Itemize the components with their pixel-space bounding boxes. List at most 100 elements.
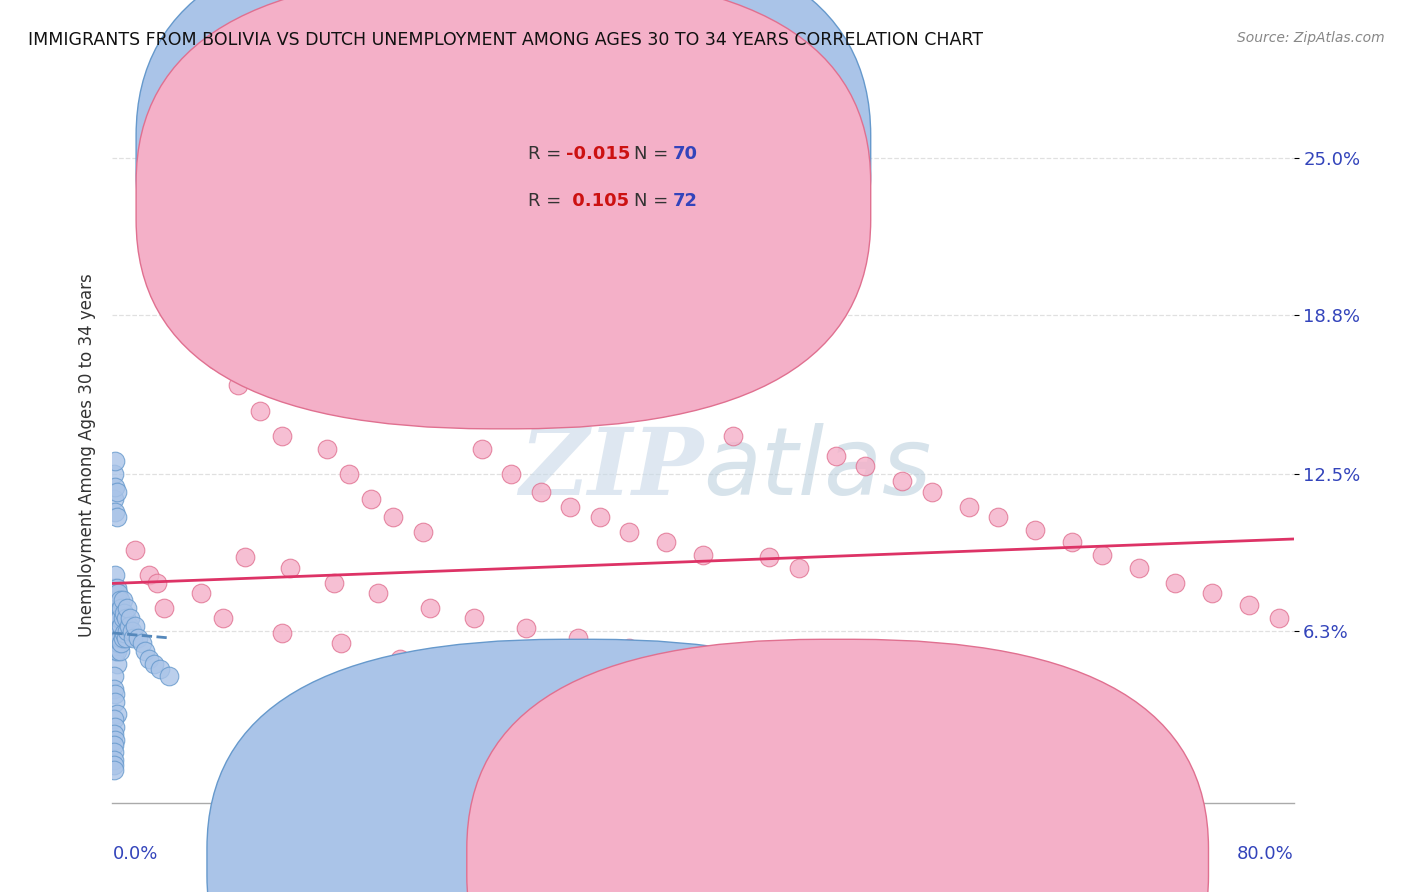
- Point: [337, 467, 360, 481]
- Point: [323, 575, 346, 590]
- Point: [104, 606, 127, 620]
- FancyBboxPatch shape: [136, 0, 870, 382]
- Point: [470, 442, 494, 456]
- Point: [1062, 535, 1084, 549]
- Point: [980, 712, 1002, 726]
- Point: [271, 626, 294, 640]
- Point: [104, 687, 127, 701]
- Point: [107, 636, 129, 650]
- Point: [330, 636, 353, 650]
- Point: [103, 745, 125, 759]
- Point: [104, 732, 127, 747]
- Point: [721, 662, 744, 676]
- Point: [114, 632, 136, 646]
- Point: [104, 479, 127, 493]
- Point: [619, 525, 641, 540]
- Text: 0.105: 0.105: [567, 192, 628, 210]
- Point: [824, 449, 846, 463]
- Point: [292, 277, 315, 292]
- Text: ZIP: ZIP: [519, 424, 703, 514]
- Point: [839, 738, 862, 752]
- Text: N =: N =: [634, 145, 675, 163]
- Point: [921, 484, 943, 499]
- Point: [104, 618, 127, 632]
- Y-axis label: Unemployment Among Ages 30 to 34 years: Unemployment Among Ages 30 to 34 years: [77, 273, 96, 637]
- Point: [107, 611, 129, 625]
- Point: [588, 509, 610, 524]
- Point: [105, 644, 128, 658]
- Point: [146, 575, 169, 590]
- Text: 70: 70: [672, 145, 697, 163]
- Point: [973, 763, 995, 777]
- Point: [160, 214, 183, 228]
- Point: [124, 618, 146, 632]
- Point: [1239, 599, 1261, 613]
- Point: [558, 500, 582, 514]
- Point: [515, 677, 537, 691]
- Point: [706, 712, 728, 726]
- Point: [515, 621, 537, 635]
- Point: [110, 636, 132, 650]
- Point: [855, 459, 877, 474]
- Point: [110, 601, 132, 615]
- Point: [112, 606, 135, 620]
- FancyBboxPatch shape: [467, 121, 797, 232]
- Point: [107, 624, 129, 638]
- Point: [127, 632, 149, 646]
- Point: [905, 753, 928, 767]
- Text: atlas: atlas: [703, 424, 931, 515]
- Point: [112, 626, 135, 640]
- Text: Dutch: Dutch: [862, 849, 912, 867]
- Point: [891, 475, 914, 489]
- Text: Immigrants from Bolivia: Immigrants from Bolivia: [603, 849, 803, 867]
- Point: [987, 509, 1010, 524]
- Point: [669, 651, 692, 665]
- Point: [108, 644, 131, 658]
- Point: [103, 581, 125, 595]
- Point: [773, 727, 796, 741]
- Text: R =: R =: [529, 145, 567, 163]
- Point: [367, 586, 389, 600]
- Point: [104, 720, 127, 734]
- Point: [1164, 575, 1187, 590]
- Point: [107, 586, 129, 600]
- Text: -0.015: -0.015: [567, 145, 630, 163]
- Point: [103, 712, 125, 726]
- Point: [138, 568, 160, 582]
- Point: [655, 535, 678, 549]
- Point: [249, 403, 271, 417]
- Point: [105, 632, 128, 646]
- Text: 80.0%: 80.0%: [1237, 845, 1294, 863]
- Point: [114, 611, 136, 625]
- Point: [131, 636, 153, 650]
- Point: [581, 687, 603, 701]
- Text: R =: R =: [529, 192, 567, 210]
- Point: [501, 467, 523, 481]
- FancyBboxPatch shape: [207, 640, 949, 892]
- Point: [108, 611, 131, 625]
- Point: [183, 315, 205, 329]
- Point: [103, 492, 125, 507]
- Point: [103, 632, 125, 646]
- Point: [117, 624, 138, 638]
- Point: [212, 611, 235, 625]
- Point: [134, 644, 156, 658]
- Point: [122, 632, 145, 646]
- Point: [108, 632, 131, 646]
- Point: [104, 632, 127, 646]
- Point: [382, 509, 405, 524]
- Point: [105, 509, 128, 524]
- Text: 72: 72: [672, 192, 697, 210]
- Point: [1201, 586, 1223, 600]
- Point: [105, 618, 128, 632]
- Point: [957, 500, 980, 514]
- Point: [278, 560, 301, 574]
- Point: [103, 606, 125, 620]
- Point: [104, 568, 127, 582]
- Point: [787, 560, 810, 574]
- Point: [226, 378, 249, 392]
- FancyBboxPatch shape: [467, 640, 1209, 892]
- Point: [111, 611, 134, 625]
- Point: [824, 681, 846, 696]
- Point: [105, 581, 128, 595]
